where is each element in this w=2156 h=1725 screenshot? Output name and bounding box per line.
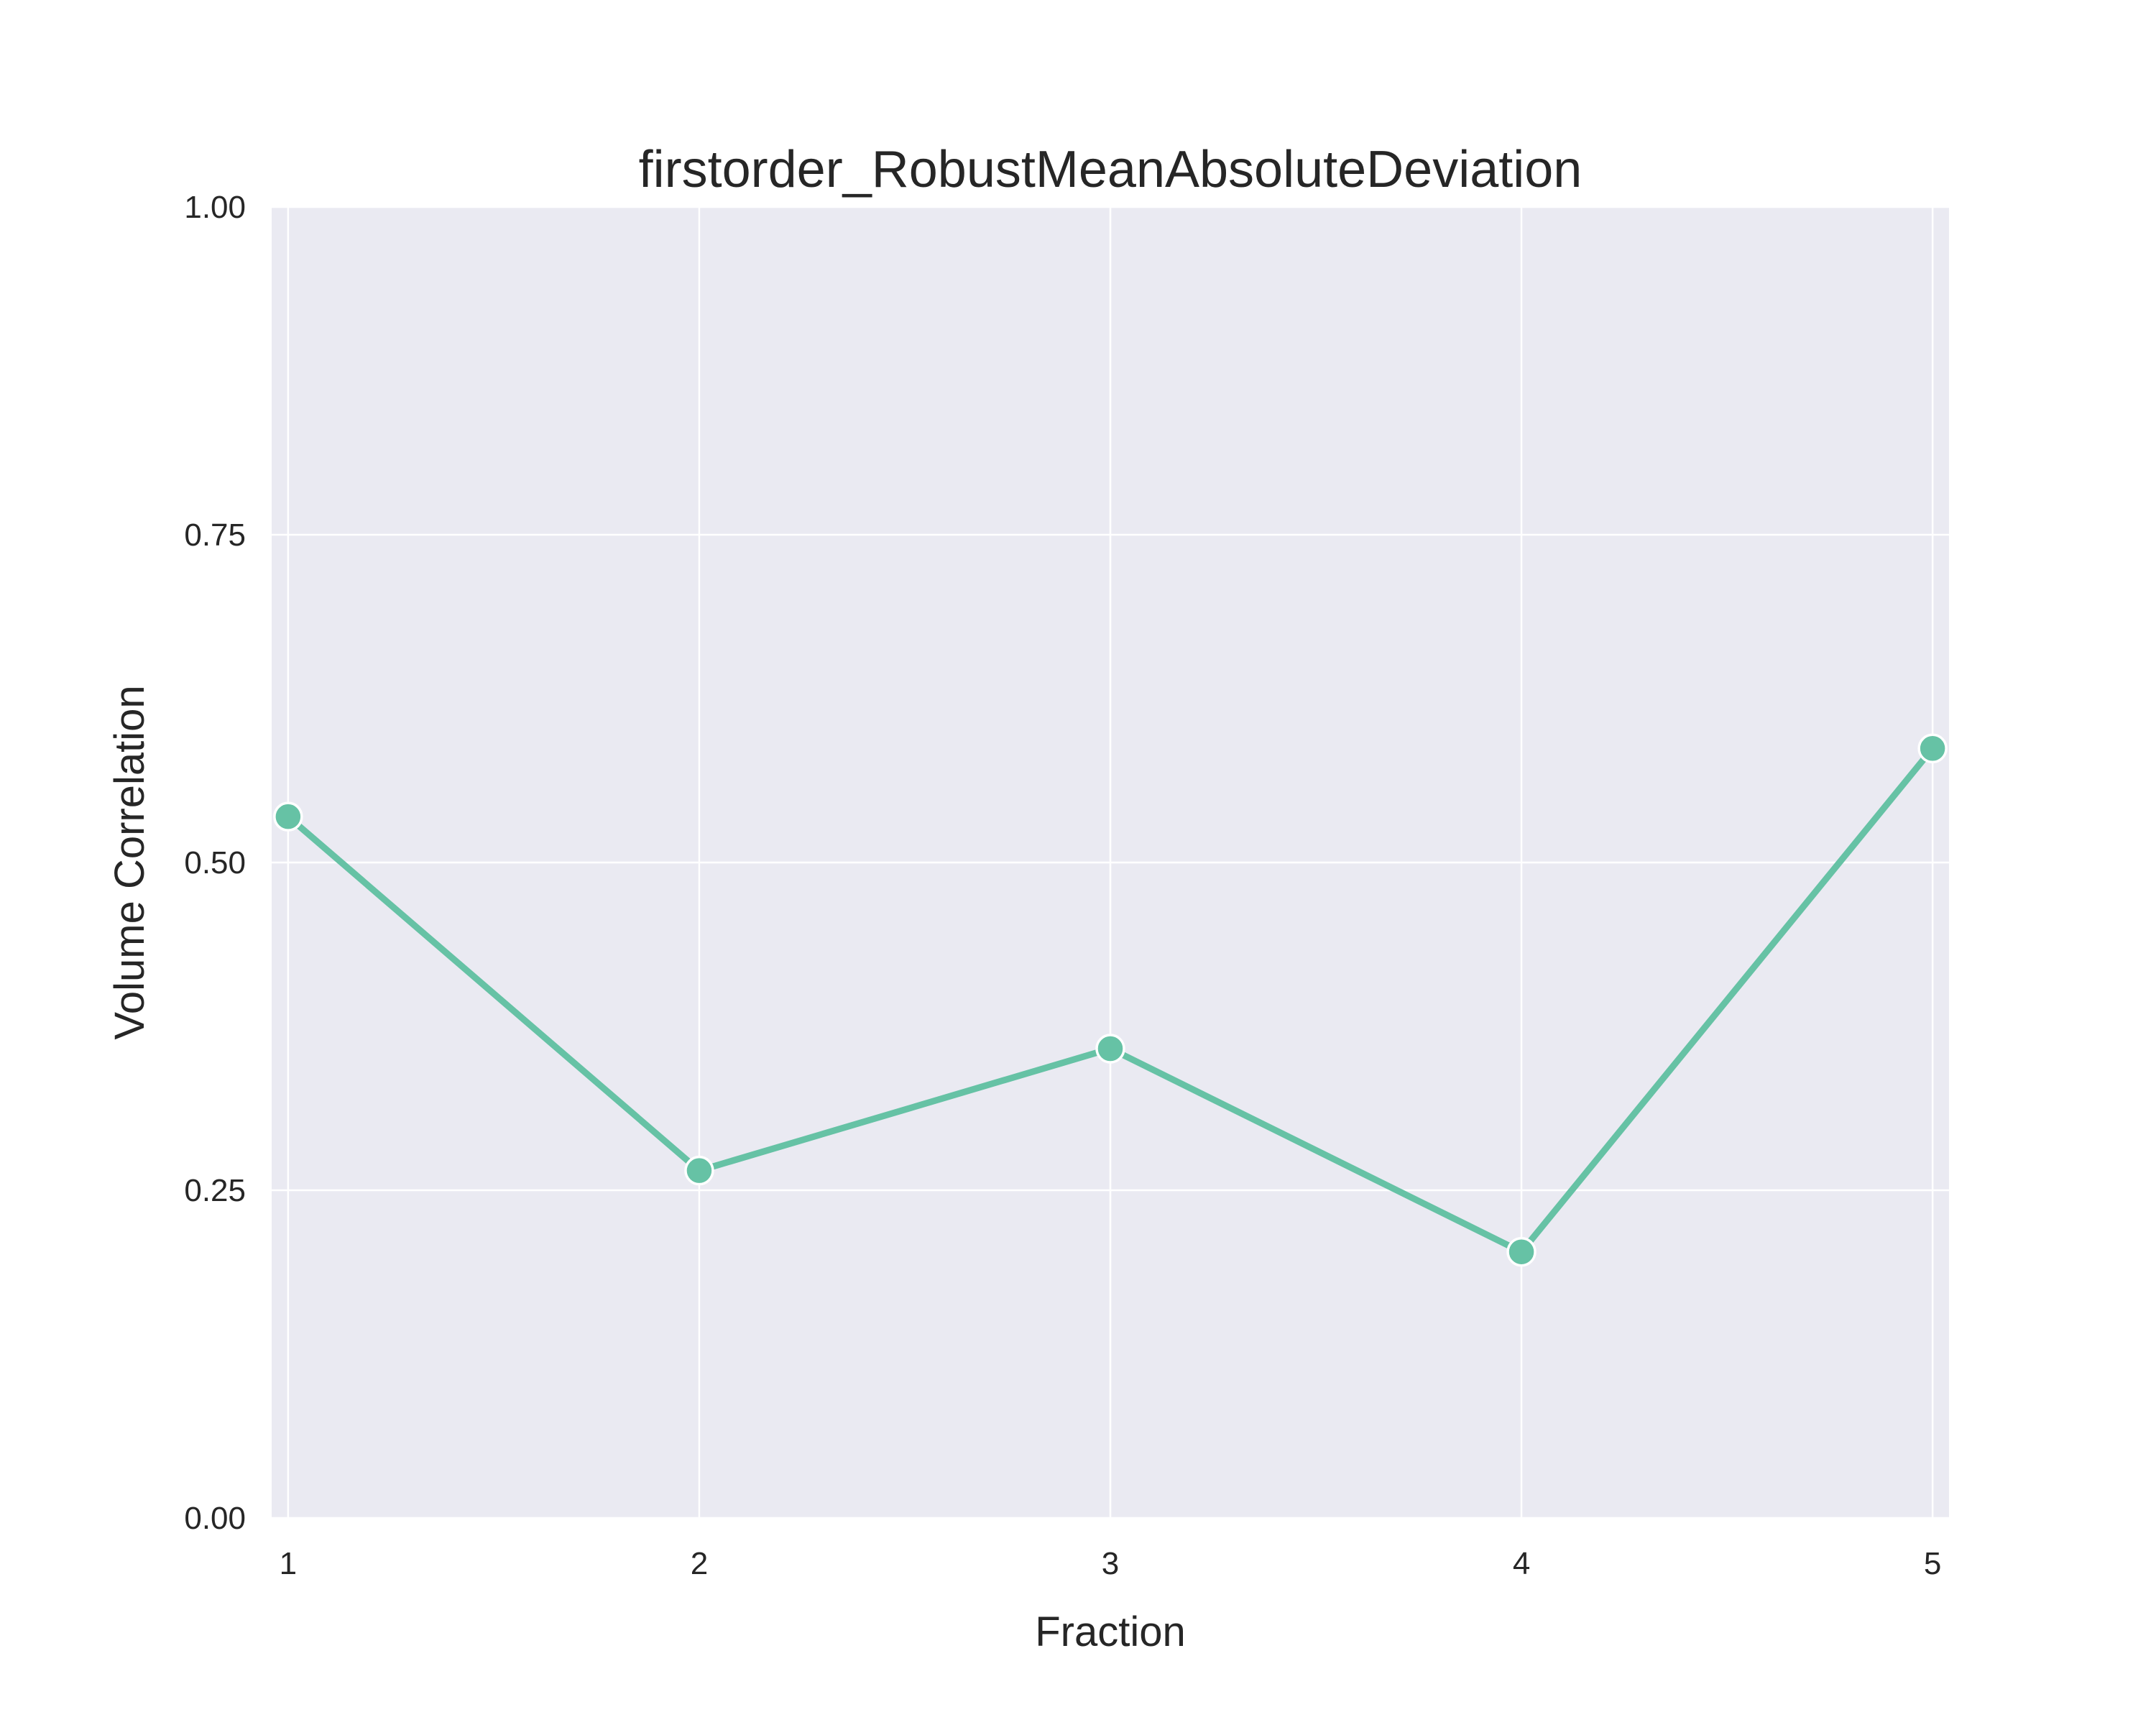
data-point <box>684 1155 714 1186</box>
tick-labels: 0.00 0.25 0.50 0.75 1.00 1 2 3 4 5 <box>184 190 1941 1581</box>
data-point <box>1917 733 1948 764</box>
y-tick-label: 0.00 <box>184 1501 246 1536</box>
data-point <box>273 801 303 832</box>
data-point <box>1506 1236 1537 1267</box>
gridlines <box>272 206 1949 1519</box>
y-tick-label: 0.75 <box>184 518 246 553</box>
x-tick-label: 2 <box>691 1546 708 1581</box>
series-layer <box>273 733 1948 1267</box>
y-tick-label: 0.50 <box>184 845 246 880</box>
x-tick-label: 4 <box>1513 1546 1530 1581</box>
y-tick-label: 1.00 <box>184 190 246 225</box>
data-point <box>1095 1034 1125 1064</box>
x-tick-label: 1 <box>280 1546 297 1581</box>
y-tick-label: 0.25 <box>184 1173 246 1208</box>
x-tick-label: 3 <box>1102 1546 1119 1581</box>
chart-title: firstorder_RobustMeanAbsoluteDeviation <box>639 141 1583 198</box>
x-axis-title: Fraction <box>1035 1609 1186 1655</box>
y-axis-title: Volume Correlation <box>106 685 153 1039</box>
x-tick-label: 5 <box>1924 1546 1941 1581</box>
